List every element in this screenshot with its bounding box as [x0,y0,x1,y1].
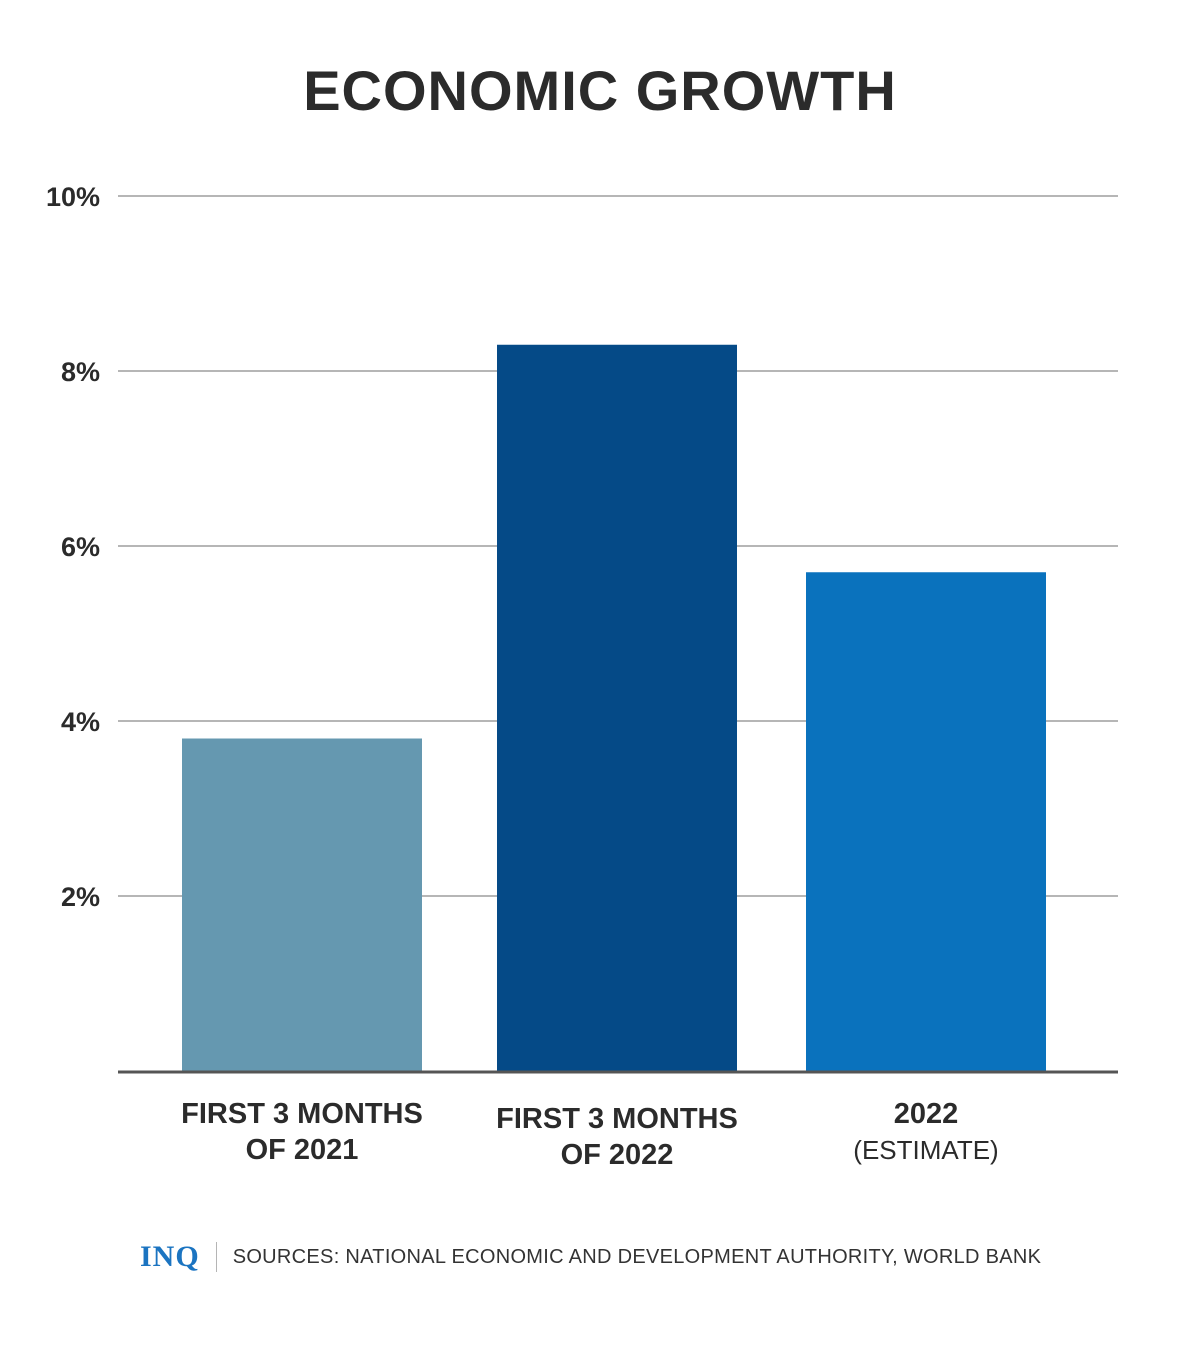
bar [497,344,737,1071]
x-tick-label-subtext: (ESTIMATE) [853,1135,999,1165]
x-tick-label: FIRST 3 MONTHS OF 2021 [152,1096,452,1168]
x-tick-label-line: OF 2021 [245,1134,359,1166]
bar [182,738,422,1071]
y-tick-label: 8% [61,357,100,387]
x-tick-label-line: OF 2022 [560,1139,674,1171]
y-tick-label: 4% [61,707,100,737]
footer-separator [215,1242,217,1272]
bar [806,572,1046,1071]
sources-text: SOURCES: NATIONAL ECONOMIC AND DEVELOPME… [232,1245,1042,1268]
chart-title: ECONOMIC GROWTH [303,59,897,122]
x-tick-label-line: 2022 [893,1098,959,1130]
inq-logo: INQ [140,1240,200,1273]
x-tick-label-line: FIRST 3 MONTHS [181,1098,423,1130]
bars [182,344,1046,1071]
y-tick-label: 6% [61,532,100,562]
y-tick-label: 10% [46,182,100,212]
x-tick-label: 2022 (ESTIMATE) [776,1096,1076,1168]
y-axis-ticks: 2% 4% 6% 8% 10% [46,182,100,912]
x-tick-label-line: FIRST 3 MONTHS [496,1103,738,1135]
footer: INQ SOURCES: NATIONAL ECONOMIC AND DEVEL… [140,1240,1041,1274]
y-tick-label: 2% [61,882,100,912]
x-tick-label: FIRST 3 MONTHS OF 2022 [467,1101,767,1173]
